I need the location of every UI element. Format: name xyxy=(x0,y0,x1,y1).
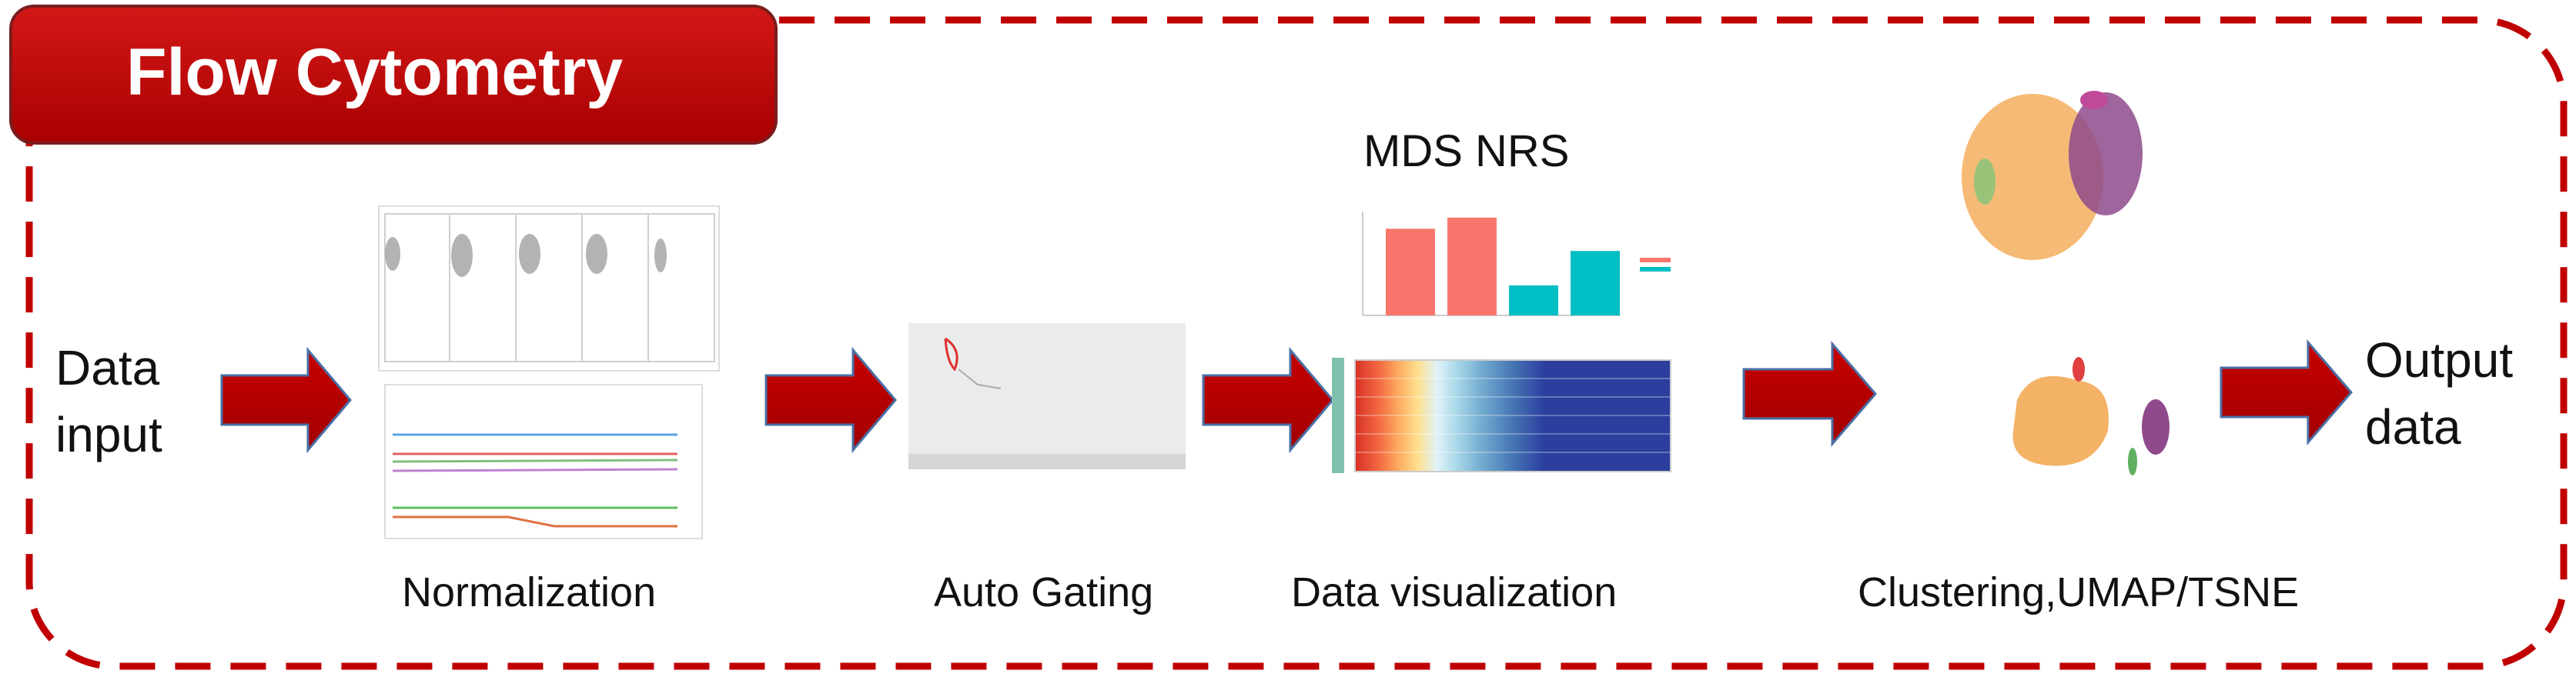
output-data-label-line1: Output xyxy=(2365,332,2513,388)
data-input-label-line2: input xyxy=(55,407,162,462)
mds-legend-swatch-2 xyxy=(1640,267,1671,272)
mds-bar-2 xyxy=(1447,217,1497,315)
umap-plot xyxy=(2012,357,2170,475)
normalization-label: Normalization xyxy=(402,569,656,615)
arrow-1 xyxy=(220,346,352,454)
data-input-label-line1: Data xyxy=(55,340,160,395)
auto-gating-plot xyxy=(908,323,1186,469)
mds-bar-3 xyxy=(1509,285,1558,315)
output-data-label-line2: data xyxy=(2365,399,2461,455)
mds-bar-1 xyxy=(1386,228,1435,315)
mds-nrs-title: MDS NRS xyxy=(1363,126,1569,176)
normalization-scatter-panels xyxy=(378,205,720,372)
arrow-5 xyxy=(2220,338,2353,446)
dashed-frame xyxy=(25,16,2568,670)
mds-bar-4 xyxy=(1571,251,1620,315)
data-visualization-label: Data visualization xyxy=(1291,569,1617,615)
mds-legend-swatch-1 xyxy=(1640,258,1671,262)
arrow-4 xyxy=(1742,340,1877,448)
title-box: Flow Cytometry xyxy=(9,5,778,145)
normalization-line-plot xyxy=(384,384,703,539)
arrow-3 xyxy=(1202,346,1334,454)
tsne-plot xyxy=(1962,91,2143,260)
auto-gating-label: Auto Gating xyxy=(934,569,1153,615)
title-text: Flow Cytometry xyxy=(126,35,623,109)
mds-bar-chart xyxy=(1362,212,1671,316)
clustering-label: Clustering,UMAP/TSNE xyxy=(1858,569,2299,615)
heatmap xyxy=(1332,358,1671,473)
arrow-2 xyxy=(764,346,897,454)
